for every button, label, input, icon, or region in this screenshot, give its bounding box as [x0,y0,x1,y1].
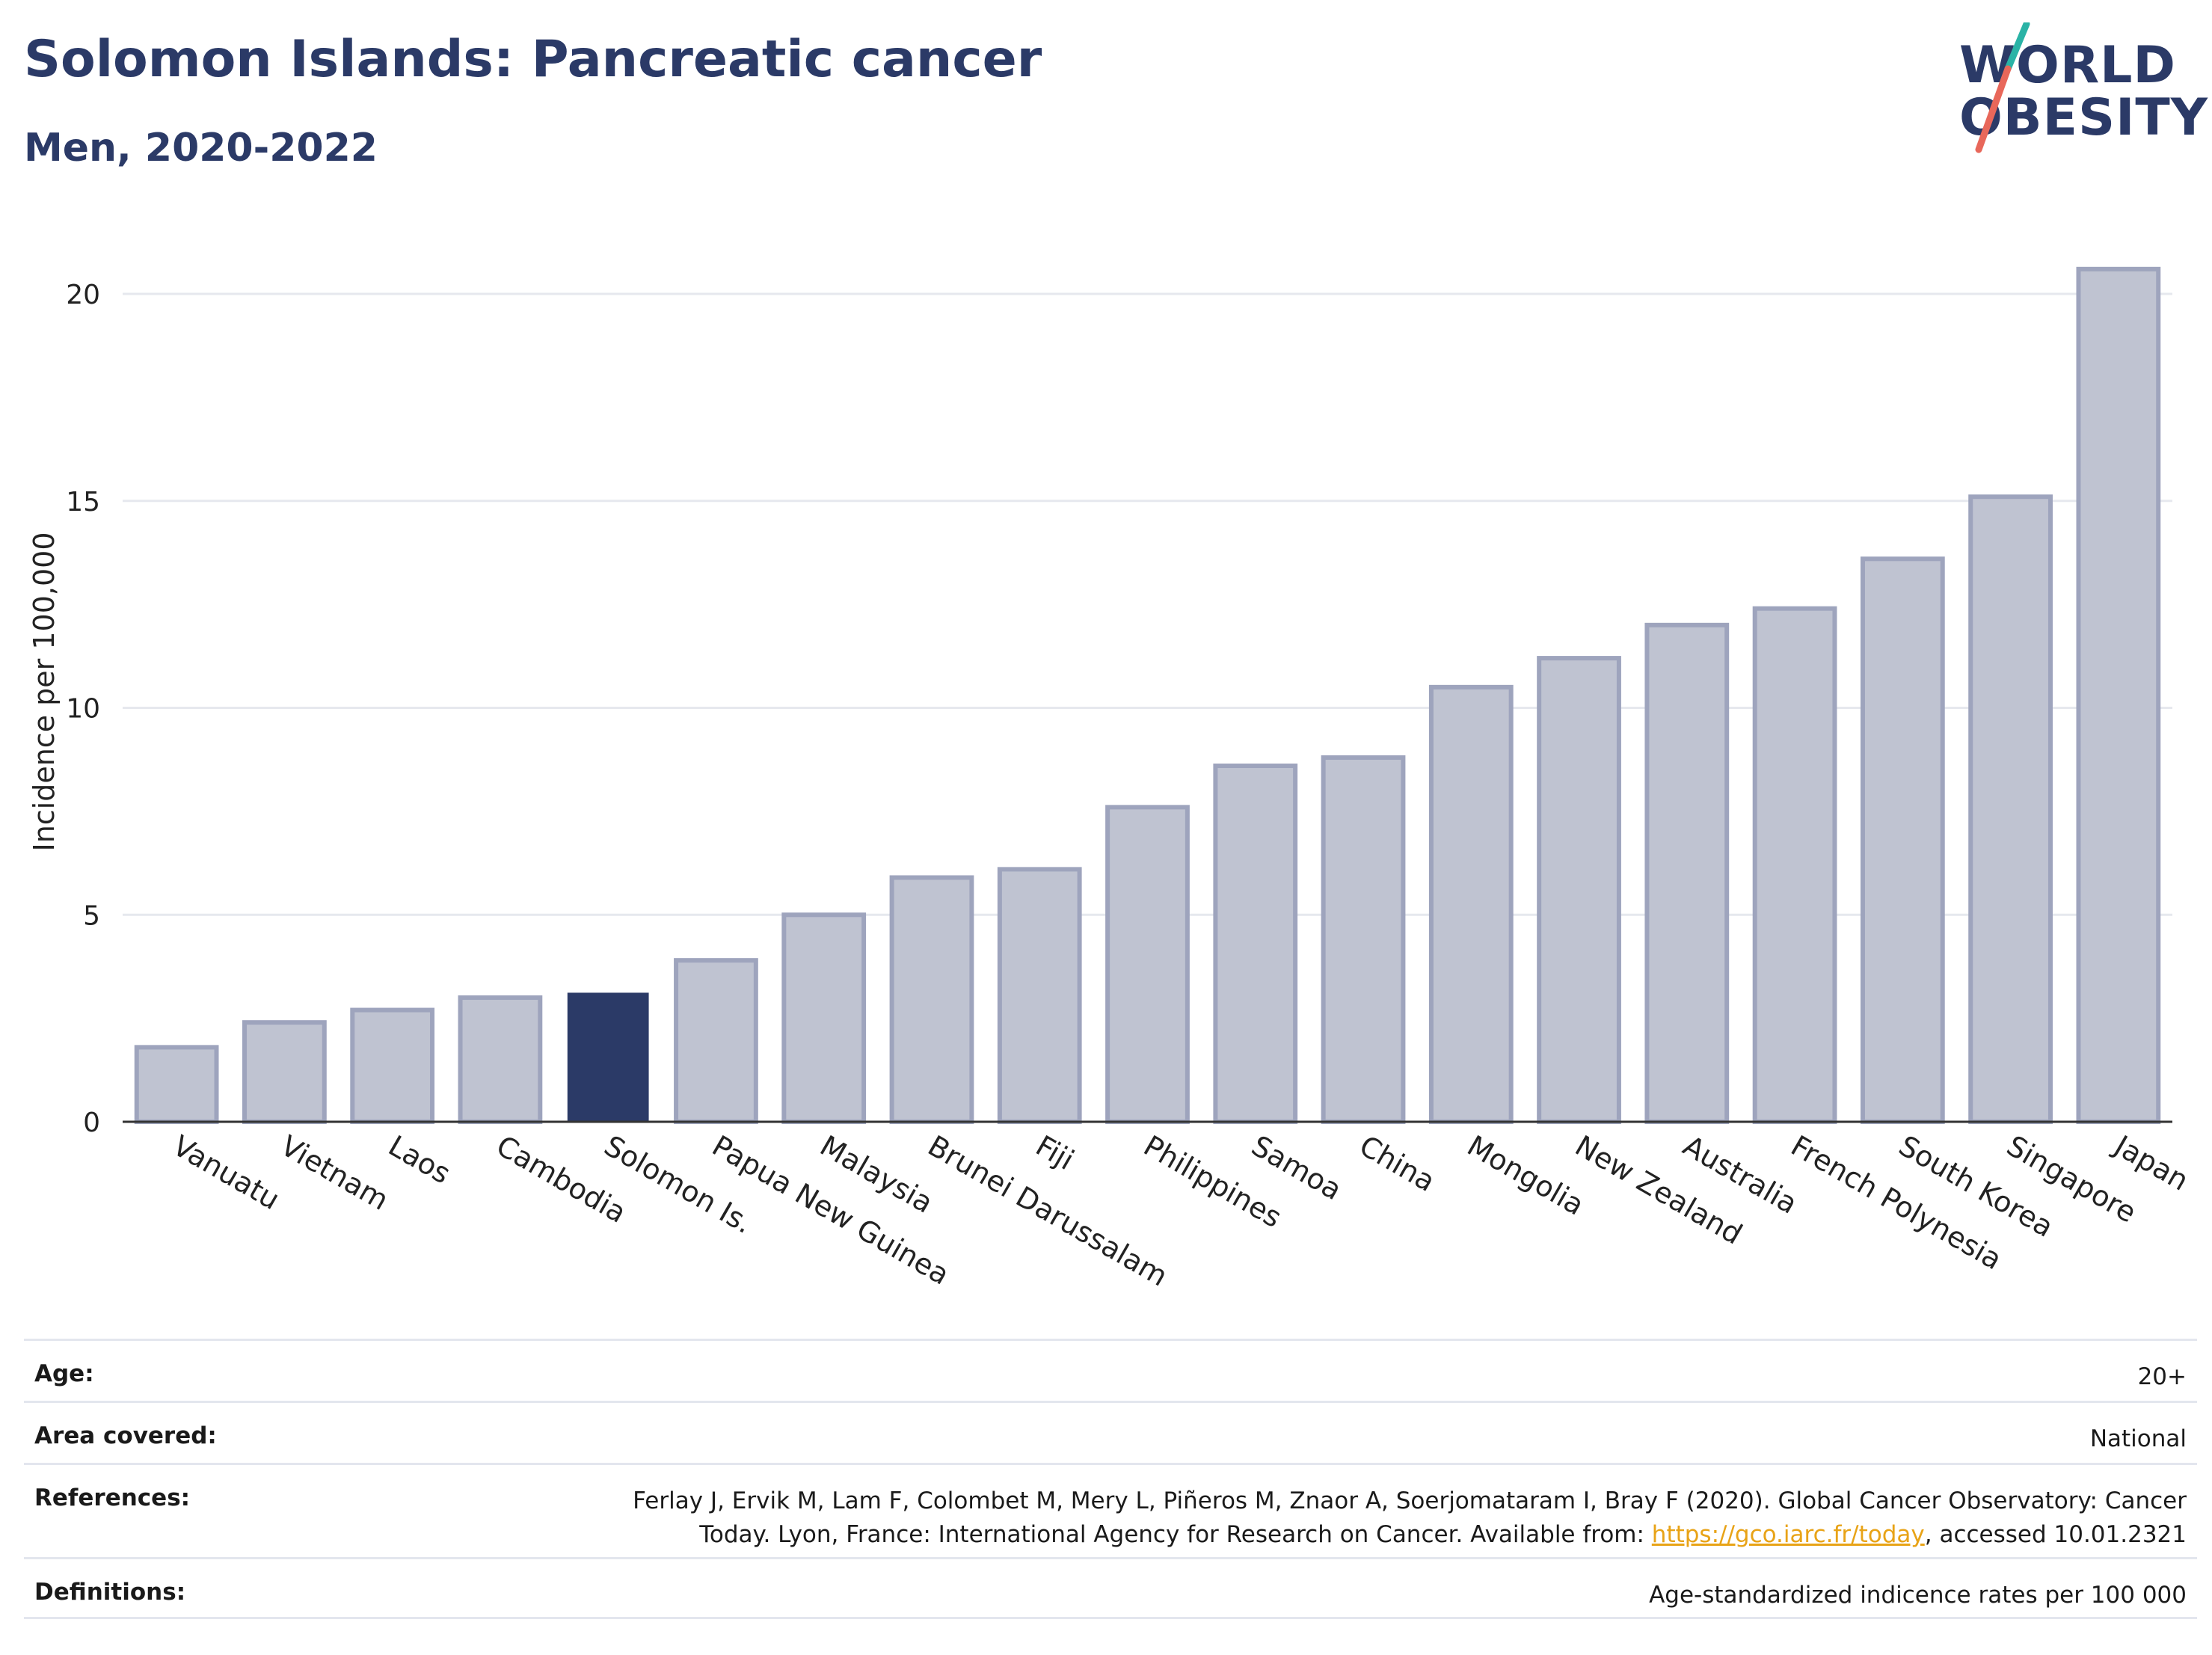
area-value: National [2089,1425,2187,1452]
bar-vietnam [242,1020,327,1125]
info-row-age: Age: 20+ [24,1339,2197,1401]
bar-japan [2076,266,2161,1124]
references-text: Ferlay J, Ervik M, Lam F, Colombet M, Me… [633,1487,2187,1548]
area-label: Area covered: [34,1422,217,1449]
bar-fiji [997,867,1082,1124]
page-title: Solomon Islands: Pancreatic cancer [24,30,1042,89]
bar-french-polynesia [1752,606,1837,1124]
y-tick-label: 0 [83,1108,100,1138]
x-tick-label: Vanuatu [168,1129,286,1216]
bar-singapore [1968,494,2053,1124]
bar-mongolia [1428,684,1514,1124]
info-row-references: References: Ferlay J, Ervik M, Lam F, Co… [24,1463,2197,1557]
bar-australia [1644,622,1730,1124]
x-tick-label: Japan [2108,1129,2195,1197]
x-tick-label: Vietnam [275,1129,394,1217]
bar-cambodia [458,995,543,1124]
bar-papua-new-guinea [674,958,758,1124]
y-tick-label: 15 [66,487,100,518]
logo-line-2: OBESITY [1959,88,2208,147]
info-row-area: Area covered: National [24,1401,2197,1463]
references-label: References: [34,1484,191,1511]
bar-solomon-is- [567,992,649,1123]
logo-slash-icon [1975,22,2030,153]
bar-samoa [1213,764,1298,1124]
bar-philippines [1105,805,1190,1124]
world-obesity-logo: WORLD OBESITY [1944,22,2208,165]
bar-china [1321,755,1406,1124]
references-link[interactable]: https://gco.iarc.fr/today [1651,1520,1925,1548]
age-label: Age: [34,1360,94,1387]
bar-malaysia [781,912,867,1124]
x-tick-label: Laos [383,1129,456,1191]
info-row-definitions: Definitions: Age-standardized indicence … [24,1557,2197,1619]
bar-laos [350,1007,435,1124]
y-axis-label: Incidence per 100,000 [28,532,61,851]
bar-chart: 0 5 10 15 20 Incidence per 100,000 VanuatuViet… [28,266,2195,1293]
y-tick-label: 20 [66,280,100,310]
x-tick-label: China [1354,1129,1441,1198]
y-tick-label: 10 [66,694,100,725]
definitions-value: Age-standardized indicence rates per 100… [1649,1582,2187,1609]
logo-line-1: WORLD [1959,36,2176,95]
page-subtitle: Men, 2020-2022 [24,126,378,171]
bar-new-zealand [1537,656,1621,1124]
bar-vanuatu [134,1045,219,1124]
references-value: Ferlay J, Ervik M, Lam F, Colombet M, Me… [616,1484,2187,1552]
bar-brunei-darussalam [889,875,974,1124]
info-table: Age: 20+ Area covered: National Referenc… [24,1339,2197,1619]
bar-south-korea [1860,556,1945,1125]
x-tick-label: Fiji [1030,1129,1080,1176]
age-value: 20+ [2137,1363,2187,1390]
y-tick-label: 5 [83,900,100,931]
x-tick-label: Mongolia [1462,1129,1590,1222]
references-accessed: , accessed 10.01.2321 [1924,1520,2187,1548]
definitions-label: Definitions: [34,1579,186,1606]
